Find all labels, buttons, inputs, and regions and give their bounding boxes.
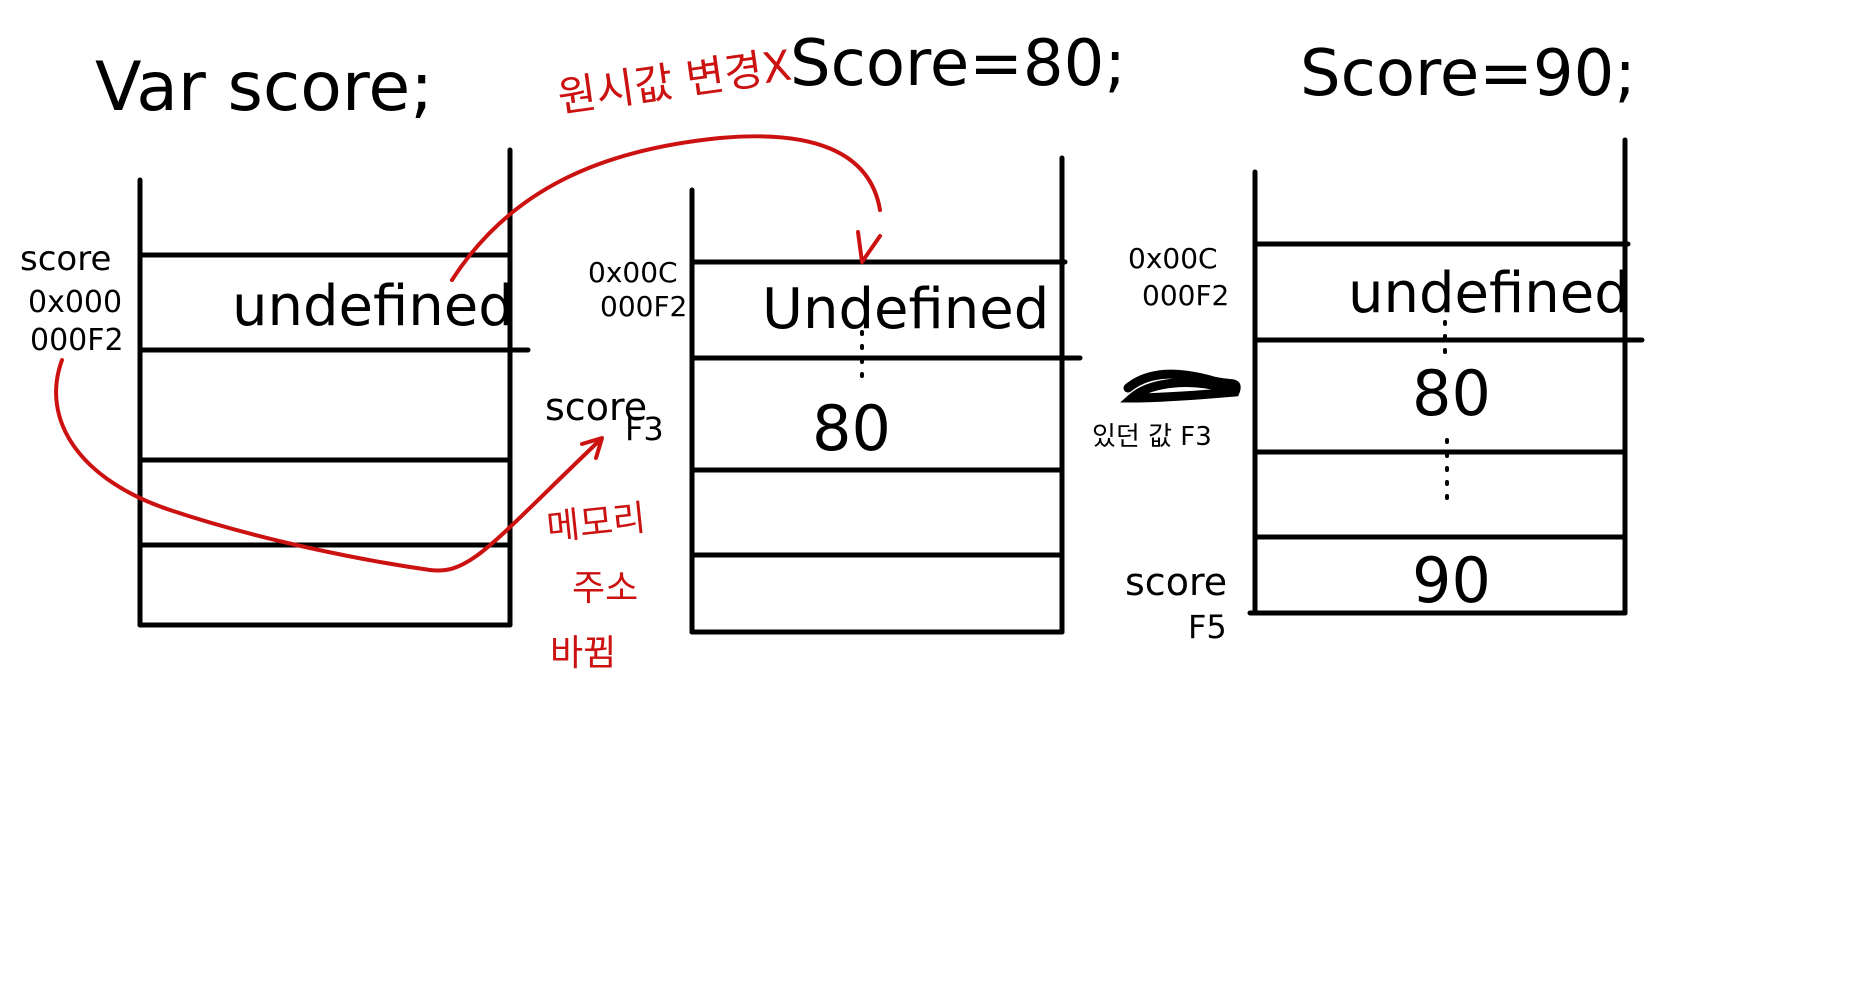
stack-2-address-line1: 0x00C	[588, 256, 678, 289]
scribble-mark	[1120, 369, 1241, 403]
no-overwrite-arrowhead	[856, 230, 882, 264]
stack-2-address-line2: 000F2	[600, 290, 687, 323]
memory-change-note-line1: 메모리	[545, 498, 648, 549]
stack-3-cell-value-4: 90	[1412, 544, 1491, 617]
stack-1-address-line1: 0x000	[28, 285, 122, 320]
stack-3-label-address: F5	[1188, 608, 1227, 646]
stack-3-address-line1: 0x00C	[1128, 242, 1218, 275]
memory-change-note-line3: 바뀜	[550, 633, 616, 674]
stack-3-existing-value-note: 있던 값 F3	[1092, 422, 1212, 452]
no-overwrite-note: 원시값 변경X	[555, 41, 795, 122]
stack-1: undefined score 0x000 000F2	[20, 147, 531, 628]
header-assign-80: Score=80;	[790, 27, 1126, 101]
stack-3-label-name: score	[1125, 560, 1227, 604]
address-change-arrowhead	[580, 436, 604, 460]
address-change-arrow	[54, 358, 602, 573]
stack-2-cell-value-2: 80	[812, 392, 891, 465]
stack-2: Undefined 80 0x00C 000F2 score F3	[545, 155, 1083, 635]
stack-2-cell-value-1: Undefined	[762, 277, 1049, 342]
memory-change-note-line2: 주소	[572, 568, 638, 609]
header-assign-90: Score=90;	[1300, 37, 1636, 111]
stack-1-cell-value: undefined	[232, 274, 514, 339]
stack-2-label-name: score	[545, 385, 647, 429]
stack-3-cell-value-2: 80	[1412, 357, 1491, 430]
stack-3-cell-value-1: undefined	[1348, 261, 1630, 326]
stack-2-label-address: F3	[625, 410, 664, 448]
stack-1-label-name: score	[20, 239, 111, 279]
header-declare: Var score;	[95, 48, 433, 127]
stack-3: undefined 80 90 0x00C 000F2 score F5 있던 …	[1092, 137, 1645, 646]
stack-1-address-line2: 000F2	[30, 323, 124, 358]
stack-3-address-line2: 000F2	[1142, 279, 1229, 312]
no-overwrite-arrow	[450, 134, 882, 282]
